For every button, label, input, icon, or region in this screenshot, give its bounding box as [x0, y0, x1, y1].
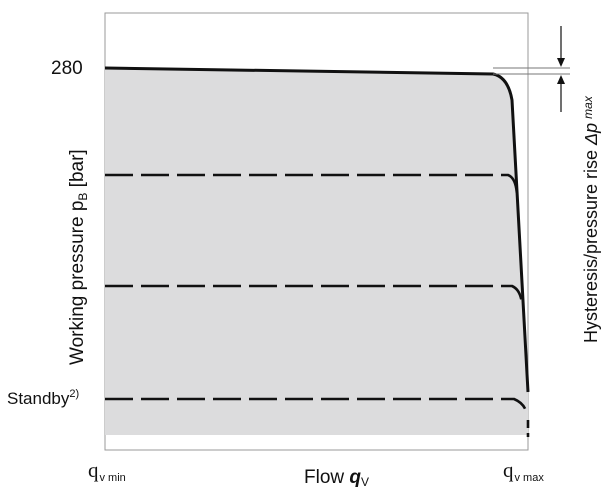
x-tick-qv-min-main: q: [88, 458, 99, 482]
x-tick-qv-min-sub: v min: [100, 472, 126, 484]
y-tick-standby-label: Standby: [7, 389, 70, 408]
hysteresis-arrow-top-head: [557, 58, 565, 67]
y-tick-280: 280: [51, 58, 83, 79]
x-tick-qv-max-sub: v max: [515, 472, 545, 484]
y-tick-standby-footnote: 2): [69, 388, 79, 400]
y-axis-title: Working pressure pB [bar]: [67, 149, 90, 365]
characteristic-curve-dashed-1: [105, 173, 519, 196]
y-axis-title-main: Working pressure p: [67, 201, 88, 365]
x-axis-title-main: Flow: [304, 467, 349, 488]
y-axis-title-unit: [bar]: [67, 149, 88, 192]
hysteresis-label-sub: max: [581, 95, 595, 119]
x-axis-title-var: q: [349, 467, 361, 488]
x-axis-title: Flow qV: [304, 467, 369, 489]
hysteresis-label: Hysteresis/pressure rise Δp max: [581, 95, 601, 343]
y-axis-title-sub: B: [76, 193, 90, 201]
x-tick-qv-max: qv max: [503, 458, 544, 484]
hysteresis-label-var: Δp: [581, 123, 601, 146]
x-tick-qv-min: qv min: [88, 458, 126, 484]
hysteresis-label-main: Hysteresis/pressure rise: [581, 145, 601, 343]
hysteresis-arrow-bottom-head: [557, 75, 565, 84]
x-tick-qv-max-main: q: [503, 458, 514, 482]
operating-area: [105, 68, 528, 435]
x-axis-title-sub: V: [361, 475, 369, 489]
y-tick-standby: Standby2): [7, 388, 79, 408]
characteristic-curve-standby: [105, 397, 529, 417]
characteristic-curve-dashed-2: [105, 284, 524, 306]
